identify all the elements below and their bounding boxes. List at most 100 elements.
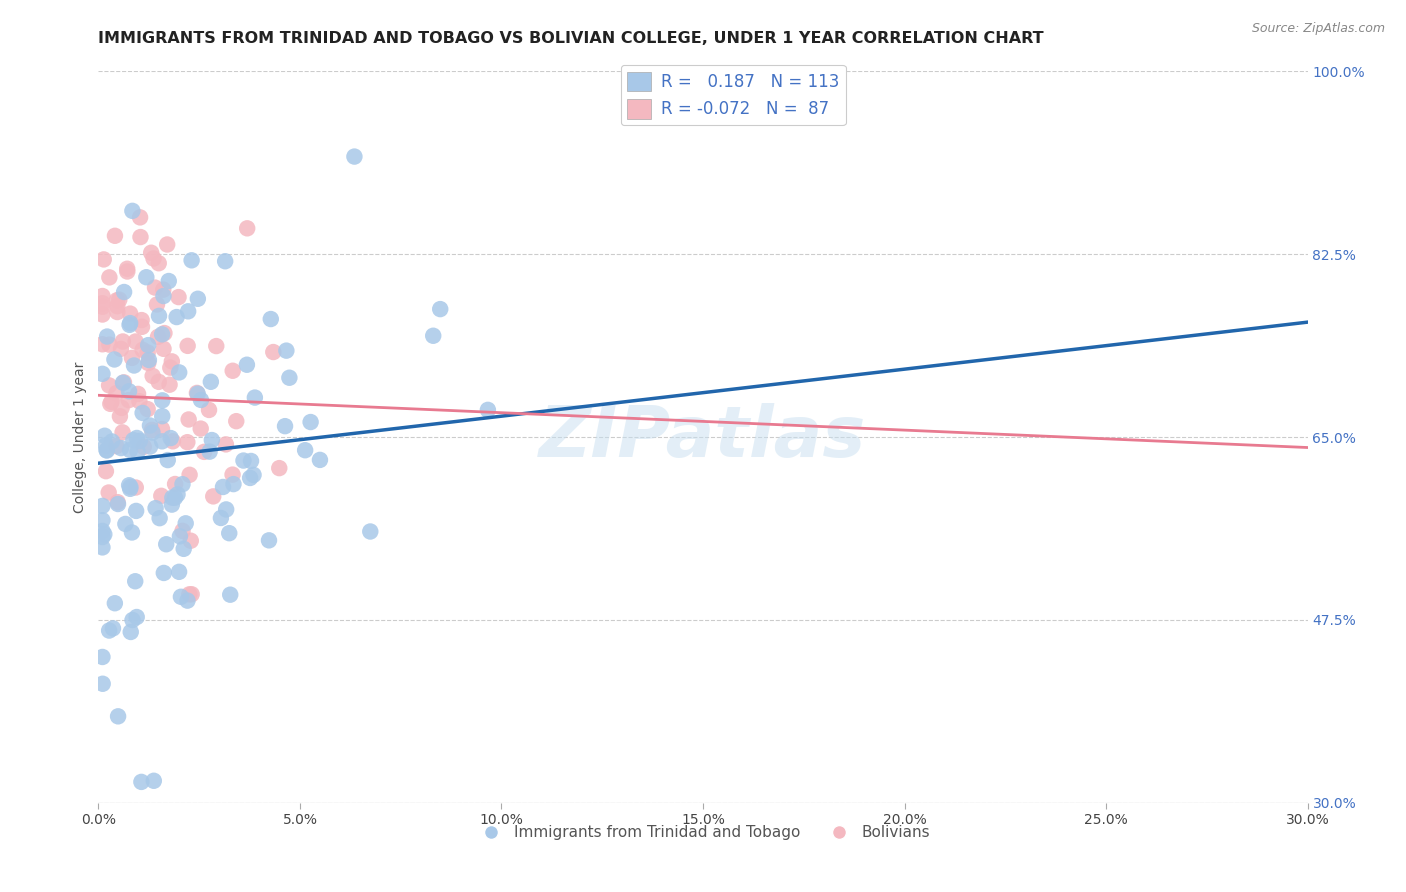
- Point: [91, 300, 114, 314]
- Point: [98, 624, 121, 638]
- Point: [129, 211, 152, 225]
- Point: [269, 461, 291, 475]
- Point: [141, 425, 163, 440]
- Point: [422, 328, 444, 343]
- Point: [132, 440, 155, 454]
- Point: [240, 454, 263, 468]
- Point: [118, 478, 141, 492]
- Point: [104, 596, 127, 610]
- Point: [110, 401, 132, 415]
- Point: [128, 434, 150, 448]
- Point: [176, 435, 198, 450]
- Point: [150, 434, 173, 449]
- Point: [91, 541, 114, 555]
- Point: [274, 419, 297, 434]
- Point: [111, 334, 134, 349]
- Point: [172, 477, 194, 491]
- Point: [93, 429, 115, 443]
- Point: [299, 415, 322, 429]
- Point: [159, 431, 181, 445]
- Point: [145, 501, 167, 516]
- Point: [177, 412, 200, 426]
- Point: [150, 489, 173, 503]
- Point: [165, 477, 187, 491]
- Point: [166, 487, 188, 501]
- Point: [176, 339, 198, 353]
- Point: [156, 237, 179, 252]
- Point: [142, 368, 165, 383]
- Point: [162, 434, 184, 449]
- Point: [218, 526, 240, 541]
- Point: [121, 351, 143, 365]
- Point: [177, 304, 200, 318]
- Point: [139, 440, 162, 454]
- Point: [242, 467, 264, 482]
- Point: [111, 376, 134, 390]
- Point: [108, 409, 131, 424]
- Point: [122, 359, 145, 373]
- Text: ZIPatlas: ZIPatlas: [540, 402, 866, 472]
- Point: [127, 387, 149, 401]
- Point: [105, 299, 128, 313]
- Point: [180, 587, 202, 601]
- Point: [125, 431, 148, 445]
- Point: [101, 434, 124, 449]
- Point: [209, 511, 232, 525]
- Point: [138, 353, 160, 368]
- Point: [91, 530, 114, 544]
- Point: [294, 443, 316, 458]
- Point: [219, 588, 242, 602]
- Point: [108, 293, 131, 307]
- Point: [120, 316, 142, 330]
- Point: [91, 499, 114, 513]
- Point: [91, 367, 114, 381]
- Point: [214, 254, 236, 268]
- Point: [222, 364, 245, 378]
- Point: [120, 482, 142, 496]
- Point: [117, 264, 139, 278]
- Point: [153, 326, 176, 340]
- Text: IMMIGRANTS FROM TRINIDAD AND TOBAGO VS BOLIVIAN COLLEGE, UNDER 1 YEAR CORRELATIO: IMMIGRANTS FROM TRINIDAD AND TOBAGO VS B…: [98, 31, 1045, 46]
- Point: [160, 498, 183, 512]
- Point: [131, 775, 153, 789]
- Point: [141, 245, 163, 260]
- Point: [111, 425, 134, 440]
- Point: [97, 485, 120, 500]
- Point: [159, 377, 181, 392]
- Point: [101, 621, 124, 635]
- Point: [201, 433, 224, 447]
- Point: [142, 252, 165, 266]
- Point: [91, 337, 114, 351]
- Point: [156, 453, 179, 467]
- Point: [105, 305, 128, 319]
- Point: [142, 773, 165, 788]
- Point: [100, 394, 122, 409]
- Point: [131, 319, 153, 334]
- Point: [215, 437, 238, 451]
- Point: [94, 464, 117, 478]
- Point: [141, 423, 163, 437]
- Point: [232, 453, 254, 467]
- Point: [148, 256, 170, 270]
- Point: [167, 290, 190, 304]
- Point: [205, 339, 228, 353]
- Point: [93, 527, 115, 541]
- Point: [136, 402, 159, 417]
- Point: [187, 386, 209, 401]
- Point: [91, 524, 114, 538]
- Point: [91, 296, 114, 310]
- Point: [152, 283, 174, 297]
- Point: [157, 274, 180, 288]
- Point: [150, 327, 173, 342]
- Point: [107, 497, 129, 511]
- Point: [96, 329, 118, 343]
- Point: [236, 221, 259, 235]
- Point: [190, 421, 212, 435]
- Point: [124, 574, 146, 589]
- Point: [118, 393, 141, 408]
- Point: [150, 409, 173, 424]
- Point: [190, 392, 212, 407]
- Point: [155, 537, 177, 551]
- Point: [107, 709, 129, 723]
- Point: [186, 385, 208, 400]
